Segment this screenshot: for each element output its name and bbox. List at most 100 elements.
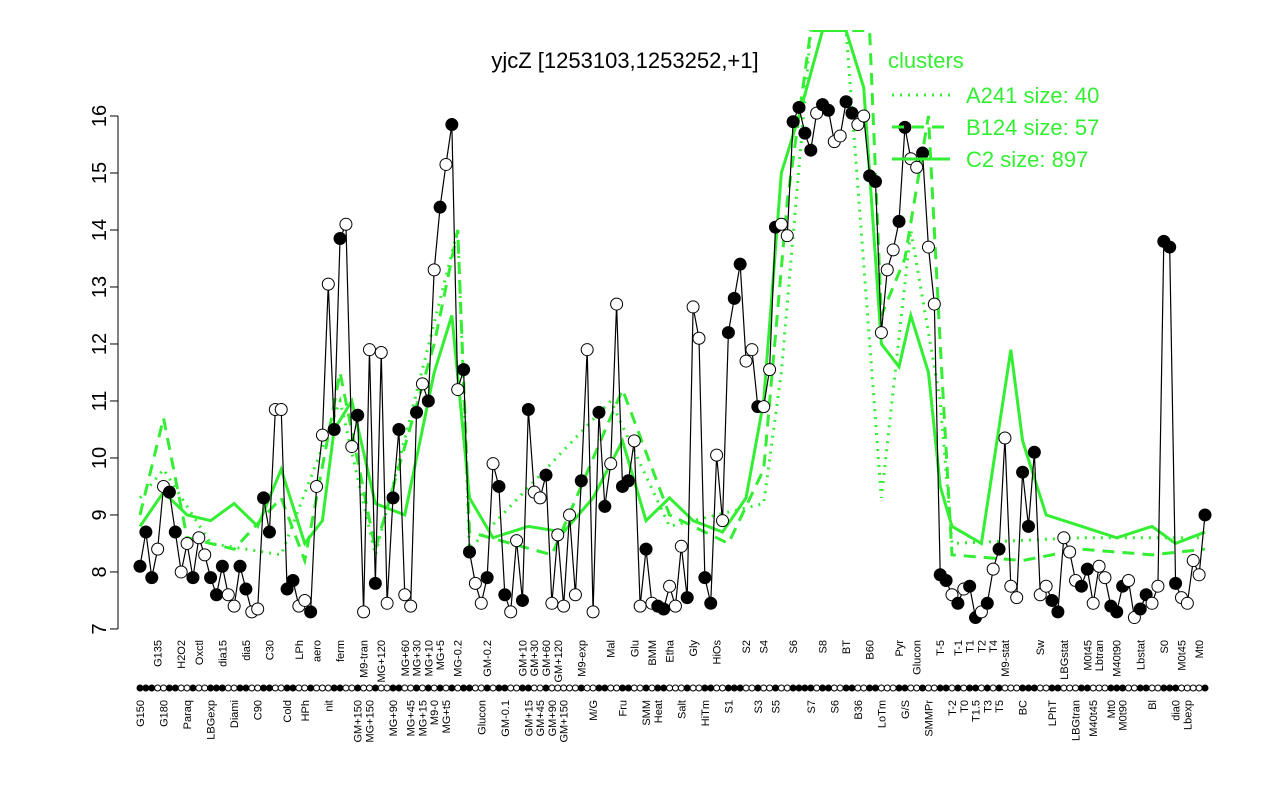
rug-point xyxy=(218,684,226,692)
rug-point xyxy=(748,684,756,692)
rug-point xyxy=(342,684,350,692)
data-point xyxy=(510,534,524,548)
y-tick-label: 15 xyxy=(89,162,111,184)
rug-point xyxy=(983,684,991,692)
rug-point xyxy=(736,684,744,692)
data-point xyxy=(763,363,777,377)
rug-point xyxy=(701,684,709,692)
data-point xyxy=(327,422,341,436)
x-tick-label: MG+30 xyxy=(412,640,424,676)
y-tick-label: 9 xyxy=(89,509,111,520)
data-point xyxy=(168,525,182,539)
x-tick-label: Cold xyxy=(282,700,294,723)
data-point xyxy=(463,545,477,559)
rug-point xyxy=(154,684,162,692)
x-tick-label: MG-0.2 xyxy=(453,640,465,677)
rug-point xyxy=(371,684,379,692)
x-tick-label: T3 xyxy=(982,700,994,713)
data-point xyxy=(315,428,329,442)
y-tick-label: 10 xyxy=(89,447,111,469)
data-point xyxy=(1057,531,1071,545)
x-tick-label: C90 xyxy=(253,700,265,720)
rug-point xyxy=(1148,684,1156,692)
data-point xyxy=(698,571,712,585)
x-tick-label: Lbstat xyxy=(1135,640,1147,670)
rug-point xyxy=(595,684,603,692)
rug-point xyxy=(365,684,373,692)
x-tick-label: Glu xyxy=(629,640,641,657)
rug-point xyxy=(783,684,791,692)
x-tick-label: dia5 xyxy=(241,640,253,661)
rug-point xyxy=(1136,684,1144,692)
data-point xyxy=(151,542,165,556)
data-point xyxy=(1192,568,1206,582)
rug-point xyxy=(142,684,150,692)
y-tick-label: 14 xyxy=(89,219,111,241)
rug-point xyxy=(613,684,621,692)
rug-point xyxy=(265,684,273,692)
data-point xyxy=(921,240,935,254)
x-tick-label: M40t90 xyxy=(1112,640,1124,677)
x-tick-label: LoTm xyxy=(876,700,888,728)
rug-point xyxy=(389,684,397,692)
data-point xyxy=(1110,605,1124,619)
data-point xyxy=(139,525,153,539)
data-point xyxy=(1021,519,1035,533)
data-point xyxy=(633,599,647,613)
x-tick-label: S8 xyxy=(818,640,830,653)
x-tick-label: S5 xyxy=(770,700,782,713)
rug-point xyxy=(407,684,415,692)
data-point xyxy=(621,474,635,488)
data-point xyxy=(310,479,324,493)
data-point xyxy=(133,559,147,573)
data-point xyxy=(721,326,735,340)
chart-title: yjcZ [1253103,1253252,+1] xyxy=(491,48,758,73)
rug-point xyxy=(871,684,879,692)
legend-title: clusters xyxy=(888,48,964,73)
expression-line xyxy=(139,99,1206,620)
x-tick-label: S4 xyxy=(759,640,771,653)
x-tick-label: T-5 xyxy=(935,640,947,656)
rug-point xyxy=(530,684,538,692)
rug-point xyxy=(813,684,821,692)
rug-point xyxy=(448,684,456,692)
x-tick-label: Mt0 xyxy=(1106,700,1118,718)
x-tick-label: S7 xyxy=(806,700,818,713)
data-point xyxy=(639,542,653,556)
x-tick-label: HiOs xyxy=(712,640,724,665)
data-point xyxy=(868,175,882,189)
x-tick-label: LPhT xyxy=(1047,700,1059,727)
rug-point xyxy=(589,684,597,692)
x-tick-label: T-1 xyxy=(953,640,965,656)
x-tick-label: MG+60 xyxy=(400,640,412,676)
data-point xyxy=(716,514,730,528)
data-point xyxy=(421,394,435,408)
rug-point xyxy=(977,684,985,692)
x-tick-label: dia15 xyxy=(217,640,229,667)
data-point xyxy=(886,243,900,257)
data-point xyxy=(480,571,494,585)
x-tick-label: H2O2 xyxy=(176,640,188,669)
rug-point xyxy=(413,684,421,692)
rug-point xyxy=(495,684,503,692)
rug-point xyxy=(1024,684,1032,692)
x-tick-label: Lbtran xyxy=(1094,640,1106,671)
y-tick-label: 13 xyxy=(89,276,111,298)
rug-point xyxy=(1072,684,1080,692)
rug-point xyxy=(277,684,285,692)
rug-point xyxy=(948,684,956,692)
x-tick-label: GM+15 xyxy=(523,700,535,736)
x-tick-label: LBGstat xyxy=(1059,640,1071,680)
data-point xyxy=(192,531,206,545)
rug-point xyxy=(201,684,209,692)
rug-point xyxy=(713,684,721,692)
rug-point xyxy=(624,684,632,692)
data-point xyxy=(927,297,941,311)
x-tick-label: GM+30 xyxy=(529,640,541,676)
rug-point xyxy=(807,684,815,692)
data-point xyxy=(939,574,953,588)
rug-point xyxy=(636,684,644,692)
data-point xyxy=(845,106,859,120)
rug-point xyxy=(724,684,732,692)
rug-point xyxy=(936,684,944,692)
